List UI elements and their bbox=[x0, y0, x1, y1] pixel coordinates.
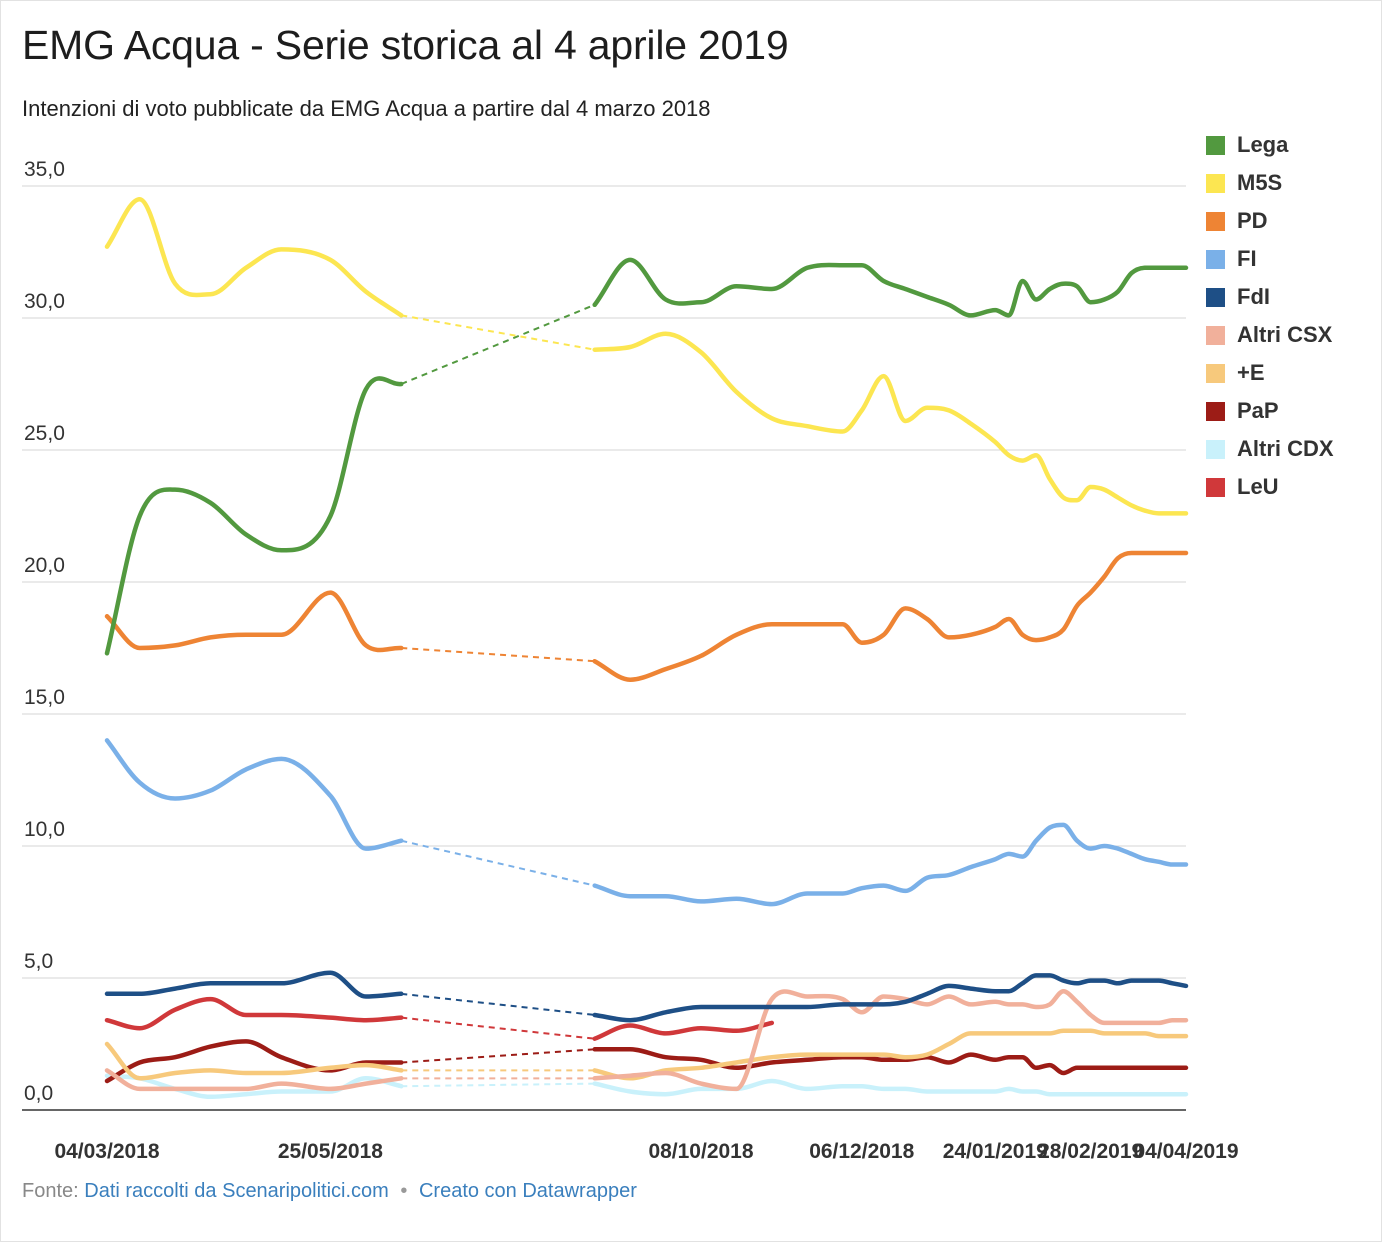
series-line-fi bbox=[104, 738, 404, 851]
legend-label: PaP bbox=[1237, 398, 1279, 423]
credit-link[interactable]: Creato con Datawrapper bbox=[418, 1180, 637, 1202]
gap-connectors bbox=[400, 303, 596, 1088]
legend-swatch bbox=[1206, 249, 1225, 269]
series-line-altri-cdx bbox=[592, 1078, 1189, 1097]
series-line-lega bbox=[104, 376, 404, 656]
legend-label: Lega bbox=[1237, 132, 1289, 157]
gap-line-lega bbox=[400, 303, 596, 385]
series-line-lega bbox=[592, 257, 1189, 318]
grid-lines bbox=[22, 185, 1186, 1111]
series-line-leu bbox=[592, 1020, 775, 1041]
legend-swatch bbox=[1206, 287, 1225, 307]
legend-item-m5s: M5S bbox=[1206, 164, 1334, 202]
x-tick-label: 04/04/2019 bbox=[1133, 1140, 1238, 1163]
legend-swatch bbox=[1206, 325, 1225, 345]
legend-label: Altri CSX bbox=[1237, 322, 1333, 347]
series-line-m5s bbox=[592, 331, 1189, 516]
legend-swatch bbox=[1206, 439, 1225, 459]
legend-swatch bbox=[1206, 135, 1225, 155]
y-tick-label: 15,0 bbox=[24, 686, 65, 709]
y-tick-label: 0,0 bbox=[24, 1082, 53, 1105]
source-prefix: Fonte: bbox=[22, 1180, 79, 1202]
legend-item-altri-csx: Altri CSX bbox=[1206, 316, 1334, 354]
x-tick-label: 25/05/2018 bbox=[278, 1140, 383, 1163]
footer-separator: • bbox=[400, 1180, 408, 1202]
legend-swatch bbox=[1206, 363, 1225, 383]
legend-label: Altri CDX bbox=[1237, 436, 1334, 461]
y-axis-labels: 0,0 5,0 10,0 15,0 20,0 25,0 30,0 35,0 bbox=[24, 158, 65, 1105]
x-tick-label: 06/12/2018 bbox=[809, 1140, 914, 1163]
chart-subtitle: Intenzioni di voto pubblicate da EMG Acq… bbox=[22, 96, 711, 121]
chart-title: EMG Acqua - Serie storica al 4 aprile 20… bbox=[22, 22, 789, 68]
series-line-fi bbox=[592, 822, 1189, 907]
legend-item-lega: Lega bbox=[1206, 126, 1334, 164]
y-tick-label: 35,0 bbox=[24, 158, 65, 181]
legend-swatch bbox=[1206, 477, 1225, 497]
legend-item-altri-cdx: Altri CDX bbox=[1206, 430, 1334, 468]
legend-item-leu: LeU bbox=[1206, 468, 1334, 506]
legend-label: FI bbox=[1237, 246, 1257, 271]
series-line-altri-cdx bbox=[104, 1073, 404, 1100]
series-line-m5s bbox=[104, 196, 404, 318]
series-line-e bbox=[592, 1028, 1189, 1081]
series-line-pap bbox=[592, 1047, 1189, 1076]
series-line-fdi bbox=[592, 973, 1189, 1023]
series-line-altri-csx bbox=[592, 988, 1189, 1092]
legend-item-pap: PaP bbox=[1206, 392, 1334, 430]
series-line-pd bbox=[104, 590, 404, 653]
gap-line-pd bbox=[401, 647, 595, 663]
gap-line-fi bbox=[401, 839, 595, 887]
series-line-leu bbox=[104, 996, 404, 1031]
legend-label: +E bbox=[1237, 360, 1265, 385]
gap-line-fdi bbox=[401, 992, 595, 1016]
legend-item-e: +E bbox=[1206, 354, 1334, 392]
x-tick-label: 04/03/2018 bbox=[54, 1140, 159, 1163]
legend-item-fi: FI bbox=[1206, 240, 1334, 278]
x-tick-label: 28/02/2019 bbox=[1038, 1140, 1143, 1163]
source-link[interactable]: Dati raccolti da Scenaripolitici.com bbox=[84, 1180, 389, 1202]
series-line-fdi bbox=[104, 970, 404, 999]
gap-line-pap bbox=[401, 1048, 595, 1064]
legend-item-pd: PD bbox=[1206, 202, 1334, 240]
legend-swatch bbox=[1206, 401, 1225, 421]
legend-label: M5S bbox=[1237, 170, 1283, 195]
footer: Fonte: Dati raccolti da Scenaripolitici.… bbox=[22, 1180, 637, 1203]
legend-label: LeU bbox=[1237, 474, 1279, 499]
y-tick-label: 10,0 bbox=[24, 818, 65, 841]
gap-line-altri-cdx bbox=[401, 1082, 595, 1088]
y-tick-label: 30,0 bbox=[24, 290, 65, 313]
legend-swatch bbox=[1206, 211, 1225, 231]
y-tick-label: 25,0 bbox=[24, 422, 65, 445]
legend-label: PD bbox=[1237, 208, 1268, 233]
y-tick-label: 20,0 bbox=[24, 554, 65, 577]
series-lines bbox=[104, 196, 1189, 1100]
series-line-altri-csx bbox=[104, 1068, 404, 1092]
x-tick-label: 24/01/2019 bbox=[943, 1140, 1048, 1163]
series-line-e bbox=[104, 1041, 404, 1081]
legend: Lega M5S PD FI FdI Altri CSX +E PaP Altri CDX LeU bbox=[1206, 126, 1334, 506]
legend-label: FdI bbox=[1237, 284, 1270, 309]
legend-swatch bbox=[1206, 173, 1225, 193]
x-axis-labels: 04/03/2018 25/05/2018 08/10/2018 06/12/2018… bbox=[54, 1140, 1238, 1163]
legend-item-fdi: FdI bbox=[1206, 278, 1334, 316]
y-tick-label: 5,0 bbox=[24, 950, 53, 973]
series-line-pd bbox=[592, 550, 1189, 682]
gap-line-leu bbox=[401, 1016, 595, 1040]
x-tick-label: 08/10/2018 bbox=[648, 1140, 753, 1163]
